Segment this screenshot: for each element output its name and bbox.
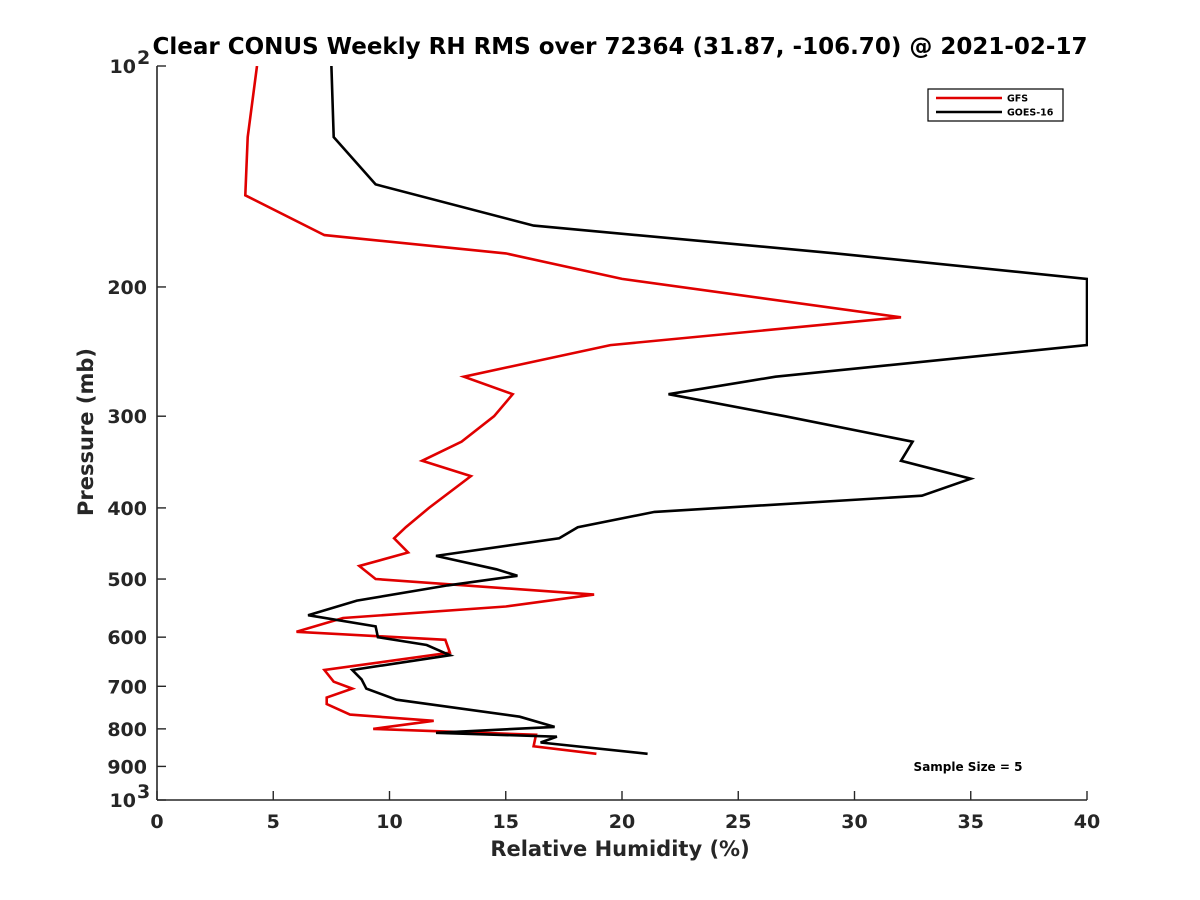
x-tick-label-0: 0 [150,811,163,833]
y-axis-label: Pressure (mb) [74,348,98,516]
x-axis-label: Relative Humidity (%) [490,837,749,861]
x-tick-label-6: 30 [841,811,867,833]
series-line-gfs [243,66,902,756]
y-tick-label-1: 200 [107,277,147,299]
x-tick-label-2: 10 [376,811,402,833]
y-tick-label-4: 500 [107,569,147,591]
y-tick-exponent-9: 3 [137,781,150,803]
y-tick-label-9: 10 [110,790,136,812]
y-tick-label-5: 600 [107,627,147,649]
y-tick-label-7: 800 [107,719,147,741]
x-tick-label-7: 35 [958,811,984,833]
x-tick-label-5: 25 [725,811,751,833]
legend-label-0: GFS [1007,94,1028,105]
legend: GFS GOES-16 [927,88,1064,122]
y-tick-label-0: 10 [110,56,136,78]
chart-title: Clear CONUS Weekly RH RMS over 72364 (31… [153,34,1088,60]
sample-size-annotation: Sample Size = 5 [914,760,1023,774]
legend-box [927,88,1064,122]
legend-label-1: GOES-16 [1007,108,1054,119]
x-tick-label-3: 15 [493,811,519,833]
y-tick-label-6: 700 [107,676,147,698]
x-tick-label-1: 5 [267,811,280,833]
y-tick-label-2: 300 [107,406,147,428]
y-tick-exponent-0: 2 [137,47,150,69]
series-line-goes-16 [307,66,1088,756]
y-tick-label-3: 400 [107,498,147,520]
y-tick-label-8: 900 [107,756,147,778]
x-tick-label-8: 40 [1074,811,1100,833]
x-tick-label-4: 20 [609,811,635,833]
